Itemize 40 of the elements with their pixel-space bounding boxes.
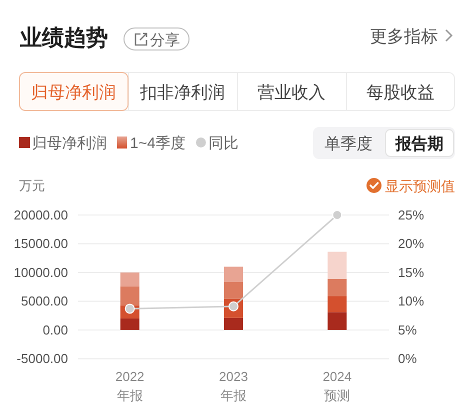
y2-tick-label: 10% bbox=[398, 294, 424, 309]
y2-tick-label: 15% bbox=[398, 264, 424, 280]
y-tick-label: -5000.00 bbox=[16, 351, 68, 366]
bar bbox=[224, 318, 243, 330]
bar bbox=[328, 278, 347, 296]
text: 营业收入 bbox=[258, 83, 326, 102]
y-tick-label: 20000.00 bbox=[14, 208, 68, 222]
point bbox=[332, 210, 342, 220]
text: 每股收益 bbox=[366, 83, 434, 102]
text: 单季度 bbox=[324, 135, 372, 153]
text: 更多指标 bbox=[370, 27, 438, 46]
y-tick-label: 10000.00 bbox=[14, 264, 68, 280]
y2-tick-label: 5% bbox=[398, 322, 418, 338]
legend-label: 同比 bbox=[208, 135, 238, 152]
text: 分享 bbox=[150, 32, 180, 49]
chart-title: 业绩趋势 bbox=[19, 25, 108, 50]
bar bbox=[120, 318, 140, 330]
text: 扣非净利润 bbox=[139, 83, 225, 102]
y2-tick-label: 25% bbox=[398, 208, 424, 222]
legend-label: 1~4季度 bbox=[130, 135, 186, 152]
bar bbox=[328, 312, 347, 330]
bar bbox=[328, 296, 347, 312]
y-tick-label: 0.00 bbox=[42, 322, 68, 338]
text: 归母净利润 bbox=[31, 83, 116, 102]
y2-tick-label: 20% bbox=[398, 236, 424, 252]
bar bbox=[224, 282, 243, 299]
y-tick-label: 15000.00 bbox=[14, 236, 68, 252]
text: 报告期 bbox=[394, 135, 444, 153]
x-tick-label: 2022 年报 bbox=[115, 369, 144, 403]
y-tick-label: 5000.00 bbox=[21, 294, 68, 309]
x-tick-label: 2024 预测 bbox=[322, 369, 352, 403]
bar bbox=[328, 252, 347, 279]
bar bbox=[120, 272, 140, 286]
bar bbox=[224, 266, 243, 282]
legend-label: 归母净利润 bbox=[32, 135, 107, 152]
text: 显示预测值 bbox=[385, 178, 455, 194]
y2-tick-label: 0% bbox=[398, 351, 418, 366]
y-axis-title: 万元 bbox=[19, 178, 45, 193]
bar bbox=[120, 286, 140, 306]
x-tick-label: 2023 年报 bbox=[219, 369, 248, 403]
